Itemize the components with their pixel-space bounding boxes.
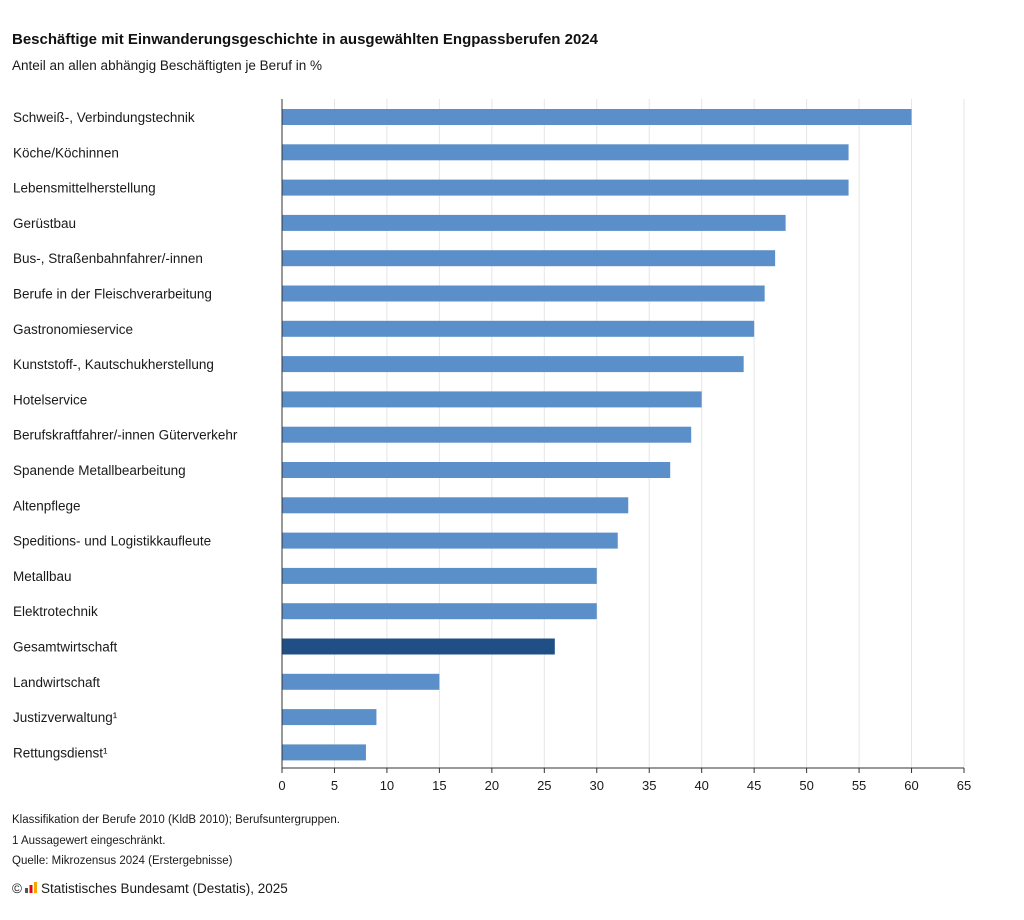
chart-subtitle: Anteil an allen abhängig Beschäftigten j…: [12, 58, 322, 73]
category-label: Schweiß-, Verbindungstechnik: [13, 110, 195, 125]
x-tick-label: 20: [485, 778, 499, 793]
credit-text: Statistisches Bundesamt (Destatis), 2025: [40, 881, 288, 896]
x-tick-label: 30: [590, 778, 604, 793]
bar: [282, 250, 776, 267]
x-tick-label: 0: [278, 778, 285, 793]
x-tick-label: 60: [904, 778, 918, 793]
bar: [282, 462, 671, 478]
category-label: Metallbau: [13, 569, 72, 584]
category-label: Gesamtwirtschaft: [13, 640, 118, 655]
footnotes: Klassifikation der Berufe 2010 (KldB 201…: [12, 810, 340, 872]
category-label: Gastronomieservice: [13, 322, 133, 337]
chart-title: Beschäftige mit Einwanderungsgeschichte …: [12, 31, 598, 48]
destatis-logo-icon: [24, 881, 37, 896]
category-label: Lebensmittelherstellung: [13, 181, 156, 196]
bar: [282, 391, 702, 408]
x-tick-label: 40: [694, 778, 708, 793]
x-tick-label: 50: [799, 778, 813, 793]
bar: [282, 320, 755, 337]
footnote-source: Quelle: Mikrozensus 2024 (Erstergebnisse…: [12, 855, 233, 867]
bar: [282, 356, 744, 373]
category-label: Altenpflege: [13, 498, 81, 513]
category-label: Spanende Metallbearbeitung: [13, 463, 186, 478]
category-label: Elektrotechnik: [13, 604, 98, 619]
x-tick-label: 25: [537, 778, 551, 793]
bar-chart: Schweiß-, Verbindungstechnik Köche/Köchin…: [13, 99, 971, 793]
credit-line: © Statistisches Bundesamt (Destatis), 20…: [12, 881, 288, 896]
bar: [282, 285, 765, 302]
category-label: Kunststoff-, Kautschukherstellung: [13, 357, 214, 372]
bar: [282, 426, 692, 443]
bar: [282, 144, 849, 161]
category-label: Berufskraftfahrer/-innen Güterverkehr: [13, 428, 238, 443]
x-tick-label: 5: [331, 778, 338, 793]
x-tick-label: 65: [957, 778, 971, 793]
category-label: Rettungsdienst¹: [13, 745, 108, 760]
bar: [282, 497, 629, 514]
category-label: Gerüstbau: [13, 216, 76, 231]
footnote-limited-validity: 1 Aussagewert eingeschränkt.: [12, 834, 166, 847]
bar: [282, 709, 377, 726]
bar: [282, 638, 555, 655]
x-tick-label: 55: [852, 778, 866, 793]
bar: [282, 532, 618, 549]
footnote-classification: Klassifikation der Berufe 2010 (KldB 201…: [12, 814, 340, 826]
category-label: Landwirtschaft: [13, 675, 100, 690]
category-label: Hotelservice: [13, 392, 87, 407]
bar: [282, 603, 597, 620]
category-label: Bus-, Straßenbahnfahrer/-innen: [13, 251, 203, 266]
bar: [282, 673, 440, 690]
x-tick-label: 10: [380, 778, 394, 793]
category-label: Köche/Köchinnen: [13, 145, 119, 160]
bar: [282, 567, 597, 584]
category-label: Berufe in der Fleischverarbeitung: [13, 287, 212, 302]
bar: [282, 179, 849, 196]
x-tick-label: 15: [432, 778, 446, 793]
bar: [282, 109, 912, 125]
bar: [282, 744, 366, 761]
category-label: Justizverwaltung¹: [13, 710, 118, 725]
copyright-symbol: ©: [12, 881, 22, 896]
x-tick-label: 45: [747, 778, 761, 793]
category-label: Speditions- und Logistikkaufleute: [13, 534, 211, 549]
bar: [282, 214, 786, 231]
x-tick-label: 35: [642, 778, 656, 793]
